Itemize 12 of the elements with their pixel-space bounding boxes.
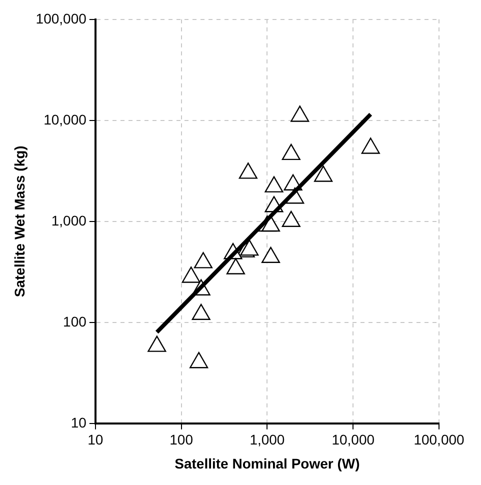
x-tick-label: 10 xyxy=(88,432,104,448)
x-axis-title: Satellite Nominal Power (W) xyxy=(174,455,360,472)
y-tick-label: 10,000 xyxy=(44,111,87,128)
y-tick-label: 1,000 xyxy=(51,212,87,228)
x-tick-label: 10,000 xyxy=(332,432,375,448)
x-tick-label: 100,000 xyxy=(414,432,465,448)
y-axis-title: Satellite Wet Mass (kg) xyxy=(11,146,28,298)
y-tick-label: 100 xyxy=(63,313,87,330)
y-tick-label: 10 xyxy=(70,414,87,430)
y-tick-label: 100,000 xyxy=(36,10,87,26)
x-tick-label: 1,000 xyxy=(250,432,285,448)
x-tick-label: 100 xyxy=(170,432,194,448)
